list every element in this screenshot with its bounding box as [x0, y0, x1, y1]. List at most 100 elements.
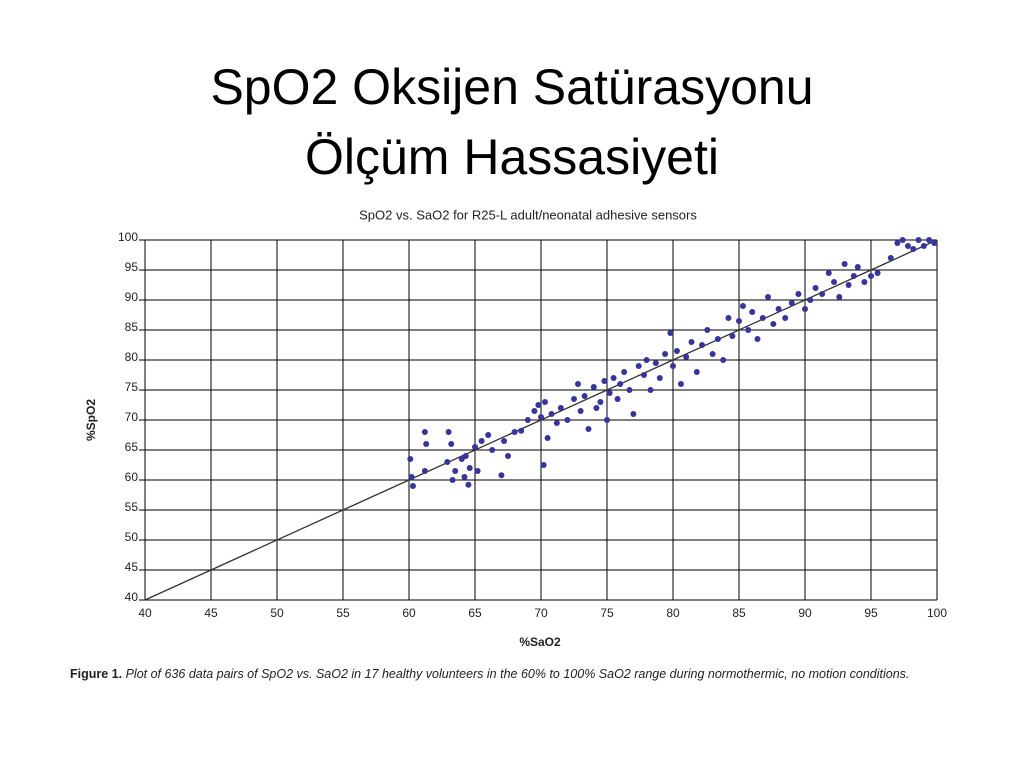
data-point — [904, 243, 911, 249]
x-tick-label: 65 — [468, 606, 482, 620]
x-tick-label: 60 — [402, 606, 416, 620]
data-point — [894, 240, 901, 246]
chart: SpO2 vs. SaO2 for R25-L adult/neonatal a… — [84, 207, 947, 649]
y-tick-label: 70 — [125, 410, 139, 424]
data-point — [704, 327, 711, 333]
data-point — [795, 291, 802, 297]
data-point — [621, 369, 628, 375]
slide-title: Ölçüm Hassasiyeti — [305, 129, 719, 185]
data-point — [581, 393, 588, 399]
y-tick-label: 100 — [118, 230, 138, 244]
data-point — [910, 246, 917, 252]
data-point — [861, 279, 868, 285]
data-point — [643, 357, 650, 363]
data-point — [635, 363, 642, 369]
data-point — [670, 363, 676, 369]
data-point — [407, 456, 414, 462]
data-point — [445, 429, 452, 435]
data-point — [408, 474, 415, 480]
data-point — [868, 273, 874, 279]
data-point — [423, 441, 430, 447]
data-point — [544, 435, 551, 441]
data-point — [571, 396, 577, 402]
x-tick-label: 75 — [600, 606, 614, 620]
data-point — [421, 429, 428, 435]
data-point — [524, 417, 531, 423]
data-point — [541, 399, 548, 405]
data-point — [920, 243, 927, 249]
y-tick-label: 50 — [125, 530, 139, 544]
data-point — [485, 432, 492, 438]
data-point — [553, 420, 560, 426]
data-point — [593, 405, 600, 411]
data-point — [673, 348, 680, 354]
y-tick-label: 45 — [125, 560, 139, 574]
data-point — [449, 477, 456, 483]
data-point — [874, 270, 881, 276]
data-point — [466, 465, 473, 471]
x-axis-label: %SaO2 — [519, 635, 561, 649]
data-point — [548, 411, 555, 417]
data-point — [749, 309, 756, 315]
data-point — [714, 336, 721, 342]
data-point — [845, 282, 852, 288]
data-point — [720, 357, 727, 363]
data-point — [462, 453, 469, 459]
data-point — [501, 438, 508, 444]
data-point — [614, 396, 621, 402]
data-point — [854, 264, 861, 270]
data-point — [656, 375, 663, 381]
data-point — [518, 427, 525, 434]
y-tick-label: 85 — [125, 320, 139, 334]
data-point — [601, 378, 608, 384]
data-point — [465, 481, 472, 488]
data-point — [662, 351, 669, 357]
y-tick-label: 40 — [125, 590, 139, 604]
y-tick-label: 55 — [125, 500, 139, 514]
x-tick-label: 85 — [732, 606, 746, 620]
caption: Figure 1. Plot of 636 data pairs of SpO2… — [70, 666, 950, 683]
data-point — [489, 447, 496, 453]
y-tick-label: 95 — [125, 260, 139, 274]
data-point — [899, 237, 906, 243]
y-tick-label: 65 — [125, 440, 139, 454]
data-point — [540, 462, 547, 468]
data-point — [831, 279, 838, 285]
data-point — [626, 387, 633, 393]
data-point — [452, 468, 459, 474]
data-point — [683, 354, 690, 360]
caption-label: Figure 1. — [70, 667, 123, 681]
data-point — [819, 291, 826, 297]
data-point — [574, 381, 581, 387]
data-point — [538, 414, 544, 420]
data-point — [688, 339, 695, 345]
data-point — [610, 375, 617, 381]
x-tick-label: 95 — [864, 606, 878, 620]
data-point — [606, 390, 613, 396]
x-tick-label: 70 — [534, 606, 548, 620]
data-point — [802, 306, 808, 312]
data-point — [461, 474, 468, 480]
data-point — [474, 468, 481, 474]
data-point — [693, 369, 700, 375]
y-axis-label: %SpO2 — [84, 399, 98, 441]
data-point — [577, 408, 584, 414]
data-point — [745, 327, 752, 333]
data-point — [677, 381, 684, 387]
data-point — [564, 417, 571, 423]
y-tick-label: 75 — [125, 380, 139, 394]
data-point — [444, 459, 451, 465]
x-tick-label: 55 — [336, 606, 350, 620]
x-tick-label: 40 — [138, 606, 152, 620]
data-point — [807, 297, 814, 303]
data-point — [667, 330, 674, 336]
data-point — [630, 411, 637, 417]
data-point — [754, 336, 761, 342]
chart-title: SpO2 vs. SaO2 for R25-L adult/neonatal a… — [359, 207, 697, 222]
data-point — [770, 321, 777, 327]
data-point — [709, 351, 716, 357]
data-point — [759, 315, 766, 321]
data-point — [505, 453, 511, 459]
data-point — [590, 384, 597, 390]
data-point — [788, 300, 795, 306]
